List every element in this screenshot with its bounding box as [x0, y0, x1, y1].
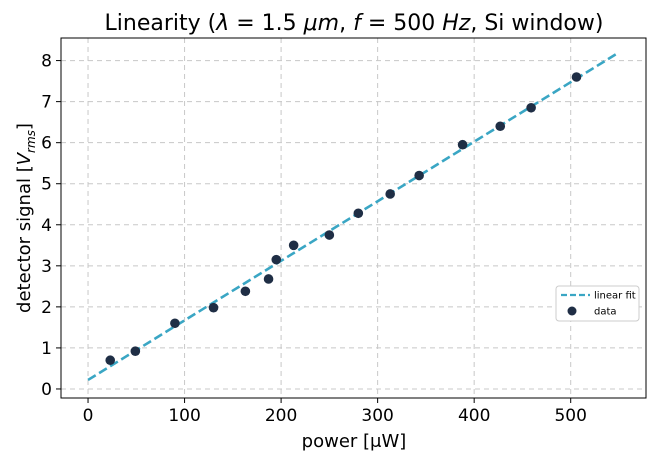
- x-tick-label-3: 300: [361, 406, 393, 426]
- data-point-10: [385, 189, 395, 199]
- data-point-15: [571, 72, 582, 82]
- y-tick-label-1: 1: [41, 339, 52, 359]
- x-tick-label-1: 100: [168, 406, 200, 426]
- y-axis-ticks: 0 1 2 3 4 5 6 7 8: [41, 52, 61, 400]
- x-tick-label-0: 0: [83, 406, 94, 426]
- y-tick-label-7: 7: [41, 93, 52, 113]
- x-axis-ticks: 0 100 200 300 400 500: [83, 398, 587, 426]
- grid: [61, 38, 646, 398]
- y-tick-label-5: 5: [41, 175, 52, 195]
- data-point-2: [170, 318, 180, 329]
- data-point-7: [288, 240, 299, 251]
- data-point-8: [324, 230, 335, 240]
- legend-box: [555, 285, 640, 322]
- legend-fit-label: linear fit: [594, 291, 636, 302]
- x-tick-label-4: 400: [458, 406, 490, 426]
- y-axis-label: detector signal [Vrms]: [14, 123, 38, 313]
- data-point-11: [414, 170, 424, 181]
- y-tick-label-0: 0: [41, 380, 52, 400]
- data-point-5: [263, 274, 274, 284]
- data-point-1: [130, 346, 141, 357]
- data-point-12: [457, 139, 468, 150]
- legend-data-swatch: [567, 306, 577, 316]
- y-tick-label-4: 4: [41, 216, 52, 236]
- plot-frame: [60, 37, 647, 399]
- data-point-6: [271, 254, 282, 265]
- data-point-14: [526, 102, 536, 113]
- data-point-13: [495, 121, 506, 132]
- data-point-0: [105, 355, 116, 366]
- legend: linear fit data: [555, 285, 640, 322]
- data-point-3: [208, 302, 219, 313]
- x-tick-label-5: 500: [554, 406, 586, 426]
- y-tick-label-2: 2: [41, 298, 52, 318]
- x-tick-label-2: 200: [265, 406, 297, 426]
- data-point-4: [240, 286, 251, 297]
- y-tick-label-8: 8: [41, 52, 52, 72]
- y-tick-label-3: 3: [41, 257, 52, 277]
- data-points-layer: [105, 72, 582, 366]
- legend-data-label: data: [594, 307, 617, 318]
- data-point-9: [353, 208, 364, 219]
- y-tick-label-6: 6: [41, 134, 52, 154]
- x-axis-label: power [μW]: [302, 431, 407, 452]
- chart-title: Linearity (λ = 1.5 μm, f = 500 Hz, Si wi…: [105, 11, 604, 36]
